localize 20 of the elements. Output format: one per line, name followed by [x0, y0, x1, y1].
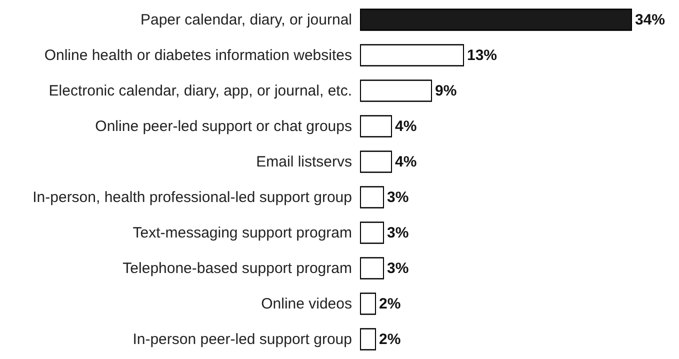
data-label: 3% — [387, 260, 409, 277]
data-label: 2% — [379, 330, 401, 348]
y-tick-label: Paper calendar, diary, or journal — [140, 11, 352, 28]
data-label: 34% — [635, 11, 666, 28]
y-tick-label: Electronic calendar, diary, app, or journal, etc. — [48, 82, 352, 100]
data-label: 4% — [395, 153, 417, 170]
data-label: 3% — [387, 224, 409, 242]
y-tick-label: Email listservs — [256, 153, 352, 170]
y-tick-label: In-person peer-led support group — [132, 330, 352, 348]
y-tick-label: In-person, health professional-led support group — [32, 188, 352, 206]
y-tick-label: Text-messaging support program — [132, 224, 352, 242]
data-label: 2% — [379, 295, 401, 312]
data-label: 9% — [435, 82, 457, 100]
y-tick-label: Online health or diabetes information websites — [44, 46, 352, 64]
data-label: 13% — [467, 46, 498, 64]
y-tick-label: Online peer-led support or chat groups — [95, 118, 352, 135]
data-label: 4% — [395, 118, 417, 135]
y-tick-label: Online videos — [261, 295, 352, 312]
data-label: 3% — [387, 188, 409, 206]
y-tick-label: Telephone-based support program — [122, 260, 352, 277]
